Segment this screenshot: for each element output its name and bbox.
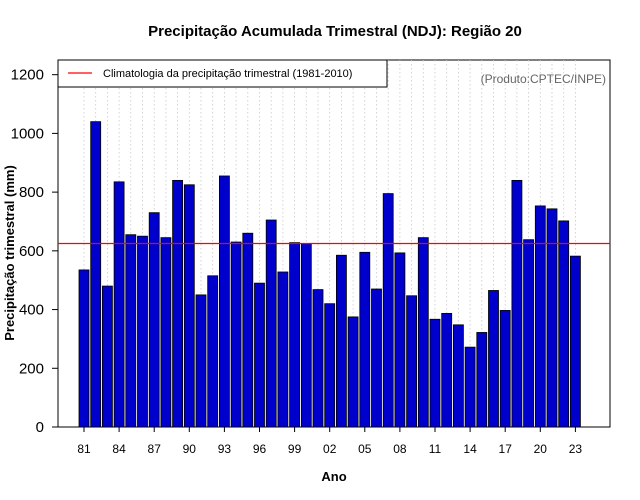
bar-2007 (382, 193, 394, 428)
x-tick-label: 81 (77, 442, 91, 456)
bar-2008 (394, 252, 406, 428)
bar-2016 (488, 290, 499, 428)
bar-1982 (90, 121, 102, 428)
y-tick-label: 600 (19, 243, 44, 260)
bar-2019 (523, 239, 534, 428)
x-tick-label: 02 (323, 442, 337, 456)
bar-2001 (312, 289, 324, 428)
bar-1987 (148, 212, 160, 428)
x-tick-label: 93 (218, 442, 232, 456)
x-tick-label: 14 (463, 442, 477, 456)
bar-2005 (359, 251, 371, 428)
bar-1991 (195, 294, 207, 428)
bar-2014 (464, 346, 476, 428)
x-tick-label: 99 (288, 442, 302, 456)
bar-2000 (300, 243, 312, 428)
y-tick-label: 0 (36, 419, 44, 436)
x-tick-label: 84 (112, 442, 126, 456)
x-tick-label: 17 (499, 442, 513, 456)
x-tick-label: 11 (429, 442, 442, 456)
legend-box (57, 59, 388, 88)
bar-1999 (289, 242, 301, 428)
x-axis-label: Ano (321, 469, 346, 484)
bar-1981 (78, 269, 90, 428)
legend: Climatologia da precipitação trimestral … (57, 59, 388, 88)
x-tick-label: 96 (253, 442, 267, 456)
y-axis: 0 200 400 600 800 1000 1200 (11, 67, 58, 436)
bar-2012 (441, 312, 453, 428)
bar-2022 (558, 220, 570, 428)
bar-1986 (137, 235, 148, 428)
bar-2002 (324, 303, 336, 428)
bar-2006 (371, 288, 382, 428)
bar-2004 (347, 316, 359, 428)
bar-1989 (172, 179, 184, 428)
bar-2017 (499, 310, 511, 428)
bar-2021 (546, 208, 558, 428)
bar-1990 (183, 184, 195, 428)
bar-2003 (335, 254, 347, 428)
grid-lines (83, 60, 576, 427)
source-note: (Produto:CPTEC/INPE) (481, 72, 606, 86)
y-tick-label: 1000 (11, 125, 44, 142)
bar-2009 (406, 295, 418, 428)
bar-2023 (570, 255, 581, 428)
bar-2018 (511, 179, 523, 428)
bar-1997 (265, 219, 277, 428)
y-tick-label: 800 (19, 184, 44, 201)
bar-1984 (113, 181, 125, 428)
bar-1992 (207, 275, 219, 428)
y-axis-label: Precipitação trimestral (mm) (2, 165, 17, 341)
bar-series (78, 121, 581, 428)
legend-label: Climatologia da precipitação trimestral … (103, 68, 352, 80)
bar-1995 (242, 232, 254, 428)
x-tick-label: 90 (183, 442, 197, 456)
bar-2015 (476, 332, 488, 428)
x-tick-label: 87 (148, 442, 162, 456)
x-tick-label: 20 (534, 442, 548, 456)
chart-title: Precipitação Acumulada Trimestral (NDJ):… (148, 23, 522, 40)
bar-2020 (534, 205, 546, 428)
bar-2011 (429, 318, 441, 428)
x-axis: 81 84 87 90 93 96 99 02 05 08 11 14 17 20 23 (77, 427, 582, 456)
y-tick-label: 400 (19, 302, 44, 319)
bar-1988 (160, 237, 172, 428)
bar-2013 (452, 324, 464, 428)
bar-1985 (125, 234, 137, 428)
bar-1996 (254, 282, 265, 428)
y-tick-label: 1200 (11, 67, 44, 84)
bar-1993 (218, 175, 230, 428)
bar-2010 (417, 237, 429, 428)
x-tick-label: 23 (569, 442, 583, 456)
bar-1994 (230, 241, 242, 428)
x-tick-label: 05 (358, 442, 372, 456)
bar-1983 (102, 285, 113, 428)
bar-1998 (277, 271, 289, 428)
x-tick-label: 08 (393, 442, 407, 456)
y-tick-label: 200 (19, 360, 44, 377)
